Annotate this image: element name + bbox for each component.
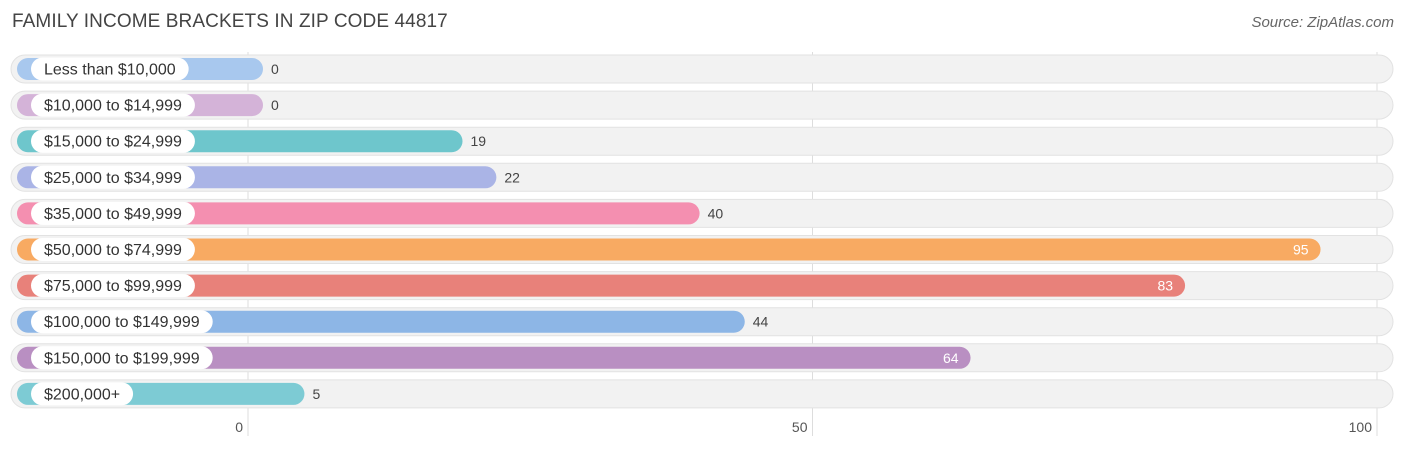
bar-row: Less than $10,000 0 (10, 54, 1394, 84)
x-axis-ticks: 0 50 100 (235, 419, 1372, 435)
category-label-pill (31, 310, 213, 334)
value-label: 19 (471, 133, 487, 149)
bar-row: $100,000 to $149,999 44 (10, 307, 1394, 337)
bar (17, 346, 971, 369)
category-label: Less than $10,000 (44, 62, 176, 79)
bar-row: $25,000 to $34,999 22 (10, 162, 1394, 192)
bar (17, 238, 1321, 261)
category-label: $50,000 to $74,999 (44, 242, 182, 259)
value-label: 5 (312, 386, 320, 402)
category-label-pill (31, 57, 189, 81)
x-tick-label: 50 (792, 419, 808, 435)
category-label-pill (31, 165, 195, 189)
chart-title: FAMILY INCOME BRACKETS IN ZIP CODE 44817 (12, 11, 448, 32)
chart-source: Source: ZipAtlas.com (1251, 14, 1394, 31)
value-label: 95 (1293, 242, 1309, 258)
bar-track (10, 90, 1394, 120)
bar-track (10, 54, 1394, 84)
bar-row: $75,000 to $99,999 83 (10, 271, 1394, 301)
x-tick-label: 0 (235, 419, 243, 435)
category-label-pill (31, 129, 195, 153)
bar-track (10, 379, 1394, 409)
category-label: $10,000 to $14,999 (44, 98, 182, 115)
value-label: 44 (753, 314, 769, 330)
category-label-pill (31, 238, 195, 261)
value-label: 0 (271, 61, 279, 77)
category-label: $75,000 to $99,999 (44, 278, 182, 295)
category-label: $15,000 to $24,999 (44, 134, 182, 151)
bar-row: $10,000 to $14,999 0 (10, 90, 1394, 120)
bar-row: $35,000 to $49,999 40 (10, 198, 1394, 228)
bar (17, 274, 1186, 297)
value-label: 64 (943, 350, 959, 366)
category-label-pill (31, 382, 134, 406)
value-label: 22 (504, 169, 520, 185)
category-label: $35,000 to $49,999 (44, 206, 182, 223)
value-label: 83 (1157, 278, 1173, 294)
category-label-pill (31, 274, 195, 298)
value-label: 40 (708, 205, 724, 221)
category-label: $100,000 to $149,999 (44, 314, 200, 331)
bar-row: $15,000 to $24,999 19 (10, 126, 1394, 156)
category-label: $200,000+ (44, 386, 120, 403)
category-label-pill (31, 201, 195, 225)
category-label-pill (31, 93, 195, 117)
category-label: $25,000 to $34,999 (44, 170, 182, 187)
category-label: $150,000 to $199,999 (44, 350, 200, 367)
category-label-pill (31, 346, 213, 370)
bar-row: $150,000 to $199,999 64 (10, 343, 1394, 373)
x-tick-label: 100 (1349, 419, 1373, 435)
value-label: 0 (271, 97, 279, 113)
bar-row: $200,000+ 5 (10, 379, 1394, 409)
bar-row: $50,000 to $74,999 95 (10, 235, 1394, 264)
